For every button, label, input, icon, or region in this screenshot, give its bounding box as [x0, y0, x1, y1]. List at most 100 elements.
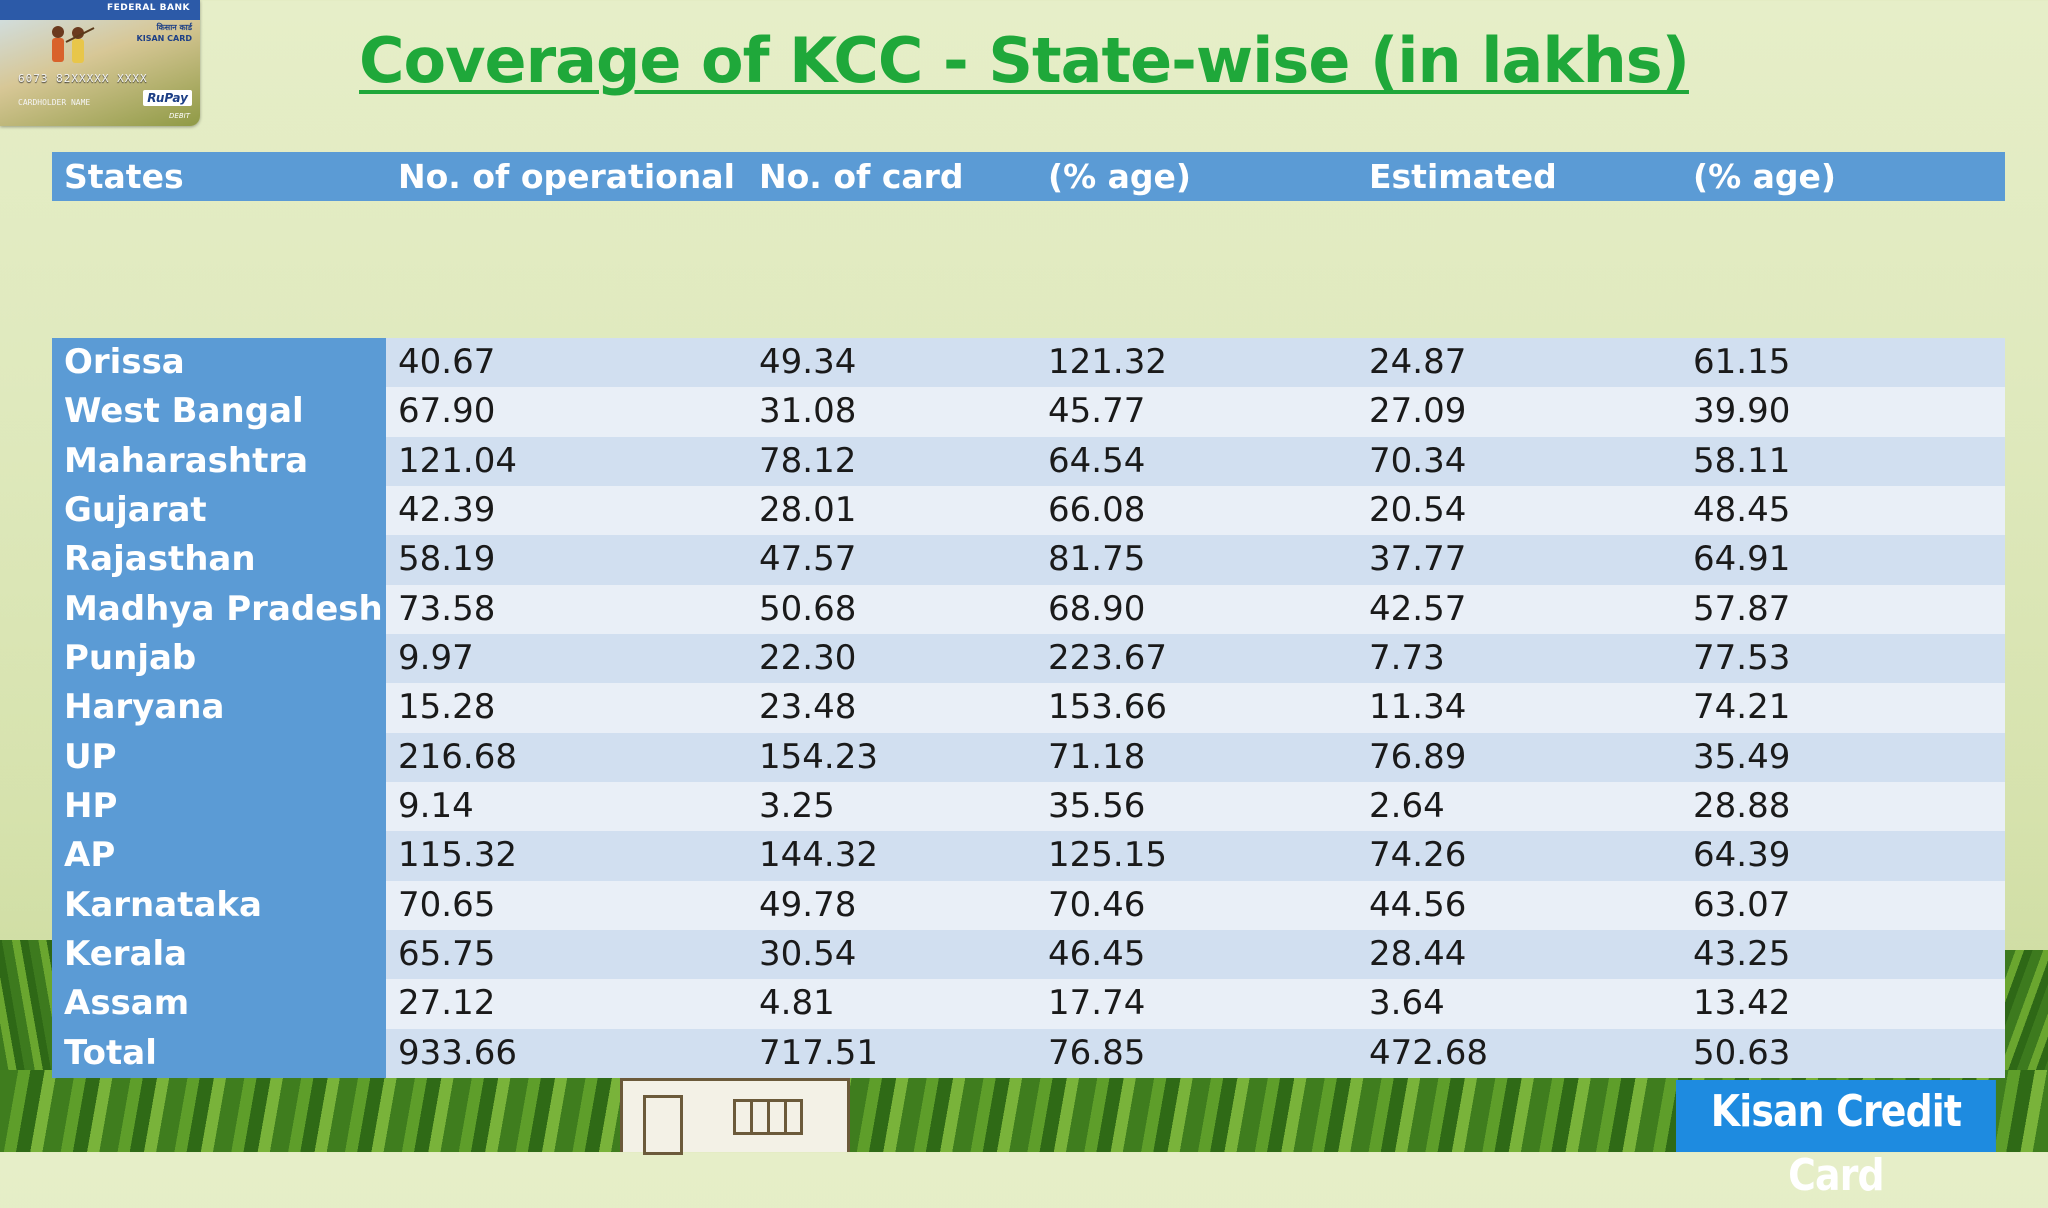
cell-states: Haryana: [52, 683, 386, 733]
header-estimated-kcc: EstimatedKCC(in lakhs): [1357, 152, 1681, 201]
header-line: (% age): [1693, 157, 1836, 196]
cell-cards-issued: 22.30: [747, 634, 1036, 684]
header-line: No. of operational: [398, 157, 735, 196]
cell-states: Kerala: [52, 930, 386, 980]
table-row: Rajasthan 58.19 47.57 81.75 37.77 64.91: [52, 535, 2005, 585]
cell-operational-holdings: 42.39: [386, 486, 747, 536]
cell-cards-issued: 3.25: [747, 782, 1036, 832]
cell-operational-holdings: 65.75: [386, 930, 747, 980]
cell-states: West Bangal: [52, 387, 386, 437]
cell-estimated-percent: 77.53: [1681, 634, 2005, 684]
cell-cards-percent: 81.75: [1036, 535, 1357, 585]
cell-states: Total: [52, 1028, 386, 1078]
cell-estimated-kcc: 3.64: [1357, 979, 1681, 1029]
cell-cards-percent: 71.18: [1036, 732, 1357, 782]
cell-operational-holdings: 115.32: [386, 831, 747, 881]
card-scheme-hindi: किसान कार्ड: [156, 23, 192, 32]
cell-estimated-kcc: 42.57: [1357, 584, 1681, 634]
cell-cards-issued: 47.57: [747, 535, 1036, 585]
kcc-coverage-table: States No. of operationalHoldings(in lakh…: [52, 152, 2005, 1078]
cell-operational-holdings: 58.19: [386, 535, 747, 585]
rupay-logo: RuPay: [143, 90, 192, 106]
table-row: West Bangal 67.90 31.08 45.77 27.09 39.90: [52, 387, 2005, 437]
header-line: No. of card: [759, 157, 964, 196]
cell-cards-percent: 125.15: [1036, 831, 1357, 881]
cell-cards-percent: 17.74: [1036, 979, 1357, 1029]
header-line: (% age): [1048, 157, 1191, 196]
cell-estimated-percent: 57.87: [1681, 584, 2005, 634]
cell-states: Orissa: [52, 338, 386, 388]
table-row: Haryana 15.28 23.48 153.66 11.34 74.21: [52, 683, 2005, 733]
slide: FEDERAL BANK किसान कार्ड KISAN CARD 6073…: [0, 0, 2048, 1155]
card-type: DEBIT: [169, 112, 190, 120]
cell-estimated-percent: 74.21: [1681, 683, 2005, 733]
cell-estimated-kcc: 28.44: [1357, 930, 1681, 980]
table-row: Orissa 40.67 49.34 121.32 24.87 61.15: [52, 338, 2005, 388]
cell-operational-holdings: 15.28: [386, 683, 747, 733]
header-cards-issued: No. of cardIssued(in lakhs): [747, 152, 1036, 201]
table-row: Maharashtra 121.04 78.12 64.54 70.34 58.11: [52, 436, 2005, 486]
cell-cards-percent: 46.45: [1036, 930, 1357, 980]
cell-cards-issued: 23.48: [747, 683, 1036, 733]
cell-states: Assam: [52, 979, 386, 1029]
cell-cards-percent: 223.67: [1036, 634, 1357, 684]
cell-estimated-kcc: 472.68: [1357, 1028, 1681, 1078]
table-row: Assam 27.12 4.81 17.74 3.64 13.42: [52, 979, 2005, 1029]
table-row: Kerala 65.75 30.54 46.45 28.44 43.25: [52, 930, 2005, 980]
card-holder: CARDHOLDER NAME: [18, 98, 91, 107]
cell-operational-holdings: 121.04: [386, 436, 747, 486]
cell-operational-holdings: 9.97: [386, 634, 747, 684]
cell-operational-holdings: 73.58: [386, 584, 747, 634]
cell-cards-issued: 717.51: [747, 1028, 1036, 1078]
cell-operational-holdings: 40.67: [386, 338, 747, 388]
header-operational-holdings: No. of operationalHoldings(in lakhs): [386, 152, 747, 201]
cell-cards-percent: 121.32: [1036, 338, 1357, 388]
cell-cards-percent: 76.85: [1036, 1028, 1357, 1078]
header-line: States: [64, 157, 184, 196]
cell-estimated-kcc: 2.64: [1357, 782, 1681, 832]
cell-estimated-kcc: 44.56: [1357, 880, 1681, 930]
cell-operational-holdings: 216.68: [386, 732, 747, 782]
cell-states: Karnataka: [52, 880, 386, 930]
cell-operational-holdings: 67.90: [386, 387, 747, 437]
grass-decoration-right: [2005, 950, 2048, 1080]
header-line: Estimated: [1369, 157, 1557, 196]
cell-estimated-kcc: 70.34: [1357, 436, 1681, 486]
cell-states: AP: [52, 831, 386, 881]
house-illustration: [620, 1078, 850, 1155]
cell-states: UP: [52, 732, 386, 782]
cell-estimated-percent: 43.25: [1681, 930, 2005, 980]
cell-cards-issued: 28.01: [747, 486, 1036, 536]
cell-estimated-kcc: 11.34: [1357, 683, 1681, 733]
cell-estimated-percent: 58.11: [1681, 436, 2005, 486]
header-states: States: [52, 152, 386, 201]
cell-estimated-percent: 64.39: [1681, 831, 2005, 881]
slide-title: Coverage of KCC - State-wise (in lakhs): [359, 24, 1690, 97]
cell-estimated-percent: 35.49: [1681, 732, 2005, 782]
cell-estimated-kcc: 20.54: [1357, 486, 1681, 536]
card-top-stripe: [0, 0, 200, 20]
cell-operational-holdings: 9.14: [386, 782, 747, 832]
cell-cards-issued: 49.34: [747, 338, 1036, 388]
cell-cards-percent: 35.56: [1036, 782, 1357, 832]
cell-cards-percent: 45.77: [1036, 387, 1357, 437]
cell-states: Gujarat: [52, 486, 386, 536]
cell-cards-issued: 154.23: [747, 732, 1036, 782]
cell-estimated-kcc: 76.89: [1357, 732, 1681, 782]
cell-estimated-percent: 39.90: [1681, 387, 2005, 437]
cell-cards-issued: 49.78: [747, 880, 1036, 930]
card-bank-name: FEDERAL BANK: [106, 3, 190, 13]
table-row: AP 115.32 144.32 125.15 74.26 64.39: [52, 831, 2005, 881]
cell-estimated-percent: 50.63: [1681, 1028, 2005, 1078]
cell-states: Rajasthan: [52, 535, 386, 585]
cell-estimated-kcc: 74.26: [1357, 831, 1681, 881]
header-cards-percent: (% age): [1036, 152, 1357, 201]
cell-states: Madhya Pradesh: [52, 584, 386, 634]
farmer-couple-icon: [52, 26, 95, 63]
kisan-card-logo: FEDERAL BANK किसान कार्ड KISAN CARD 6073…: [0, 0, 200, 126]
cell-cards-percent: 64.54: [1036, 436, 1357, 486]
cell-estimated-percent: 61.15: [1681, 338, 2005, 388]
card-number: 6073 82XXXXX XXXX: [18, 72, 148, 85]
cell-cards-issued: 144.32: [747, 831, 1036, 881]
cell-estimated-percent: 48.45: [1681, 486, 2005, 536]
